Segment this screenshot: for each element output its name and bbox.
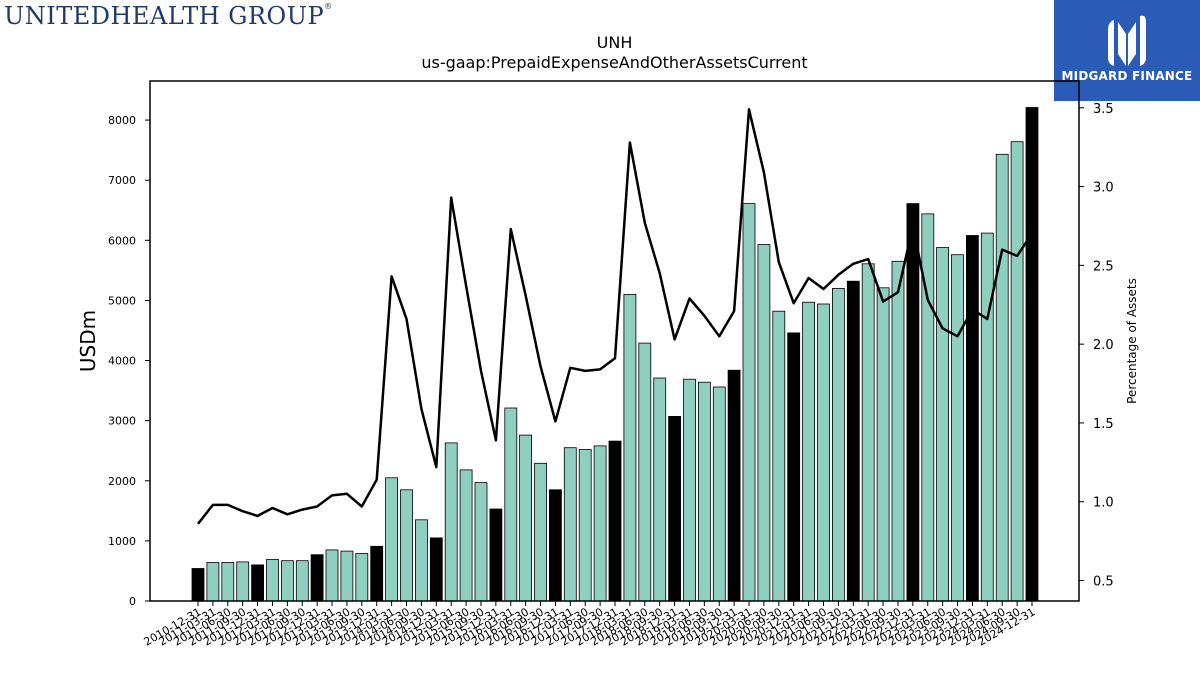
bar xyxy=(698,381,711,602)
bar xyxy=(370,545,384,602)
y2-tick-label: 3.5 xyxy=(1093,102,1114,117)
bar xyxy=(832,287,845,602)
y-tick-label: 1000 xyxy=(108,535,136,548)
bar xyxy=(683,378,696,602)
y-tick-label: 4000 xyxy=(108,355,136,368)
bar xyxy=(593,445,607,602)
percentage-line xyxy=(197,108,1034,525)
bar xyxy=(936,247,949,602)
bar xyxy=(429,537,443,602)
bar xyxy=(474,482,488,602)
y-tick-label: 0 xyxy=(129,595,136,608)
bar xyxy=(340,550,354,602)
y2-tick-label: 0.5 xyxy=(1093,575,1114,590)
midgard-m-icon xyxy=(1108,15,1146,67)
y2-axis-label: Percentage of Assets xyxy=(1125,278,1139,404)
y-tick-label: 3000 xyxy=(108,415,136,428)
bar xyxy=(444,442,458,602)
y-axis-right: 0.5 1.0 1.5 2.0 2.5 3.0 3.5 xyxy=(1079,102,1114,590)
bar xyxy=(280,560,294,602)
bar xyxy=(549,489,562,602)
y2-tick-label: 1.5 xyxy=(1093,417,1114,432)
bar xyxy=(712,386,726,602)
bar xyxy=(742,203,756,602)
bar xyxy=(236,561,250,602)
bar xyxy=(980,232,994,602)
bar xyxy=(400,489,413,602)
bar xyxy=(772,310,786,602)
y2-tick-label: 2.5 xyxy=(1093,259,1114,274)
bar xyxy=(578,449,592,602)
bar xyxy=(191,568,205,602)
bar xyxy=(846,280,860,602)
y-tick-label: 2000 xyxy=(108,475,136,488)
bar xyxy=(504,407,518,602)
y2-tick-label: 2.0 xyxy=(1093,338,1114,353)
bar xyxy=(727,369,741,602)
bar xyxy=(802,301,815,602)
bar xyxy=(623,293,637,602)
bar xyxy=(519,434,532,602)
y-tick-label: 8000 xyxy=(108,114,136,127)
bar xyxy=(295,560,309,602)
x-axis: 2010-12-312011-03-312011-06-302011-09-30… xyxy=(142,601,1038,649)
bar xyxy=(966,235,979,602)
left-logo-text: UNITEDHEALTH GROUP xyxy=(4,2,325,30)
bar xyxy=(861,263,875,602)
bar xyxy=(876,287,890,602)
bar xyxy=(206,562,220,602)
y-tick-label: 5000 xyxy=(108,294,136,307)
line-group xyxy=(197,108,1034,525)
bar xyxy=(787,332,801,602)
y2-tick-label: 1.0 xyxy=(1093,496,1114,511)
y-axis-label: USDm xyxy=(76,310,100,372)
bar xyxy=(489,508,503,602)
bar xyxy=(653,377,667,602)
bar xyxy=(534,462,547,602)
bar xyxy=(251,564,265,602)
y2-tick-label: 3.0 xyxy=(1093,181,1114,196)
bar xyxy=(1010,141,1024,602)
right-logo-text: MIDGARD FINANCE xyxy=(1061,69,1193,83)
bar xyxy=(325,549,339,602)
bar xyxy=(608,440,622,602)
bar xyxy=(266,559,279,602)
bar xyxy=(355,553,369,602)
bar xyxy=(951,254,964,602)
bar xyxy=(995,153,1009,602)
bars-group xyxy=(191,107,1039,602)
bar xyxy=(459,469,473,602)
bar xyxy=(906,203,920,602)
y-tick-label: 6000 xyxy=(108,234,136,247)
bar xyxy=(638,342,652,602)
unitedhealth-group-logo: UNITEDHEALTH GROUP® xyxy=(4,2,333,30)
bar xyxy=(563,447,577,602)
bar xyxy=(385,477,399,602)
bar xyxy=(921,213,935,602)
bar xyxy=(757,244,771,602)
bar xyxy=(817,303,830,602)
y-tick-label: 7000 xyxy=(108,174,136,187)
bar xyxy=(310,554,324,602)
bar xyxy=(891,260,905,602)
chart-subtitle: us-gaap:PrepaidExpenseAndOtherAssetsCurr… xyxy=(421,53,807,72)
y-axis-left: 0 1000 2000 3000 4000 5000 6000 7000 8000 xyxy=(108,114,150,608)
bar xyxy=(1025,107,1039,602)
bar xyxy=(668,415,681,602)
bar xyxy=(414,519,428,602)
bar xyxy=(221,562,235,602)
chart-title: UNH xyxy=(597,33,633,52)
